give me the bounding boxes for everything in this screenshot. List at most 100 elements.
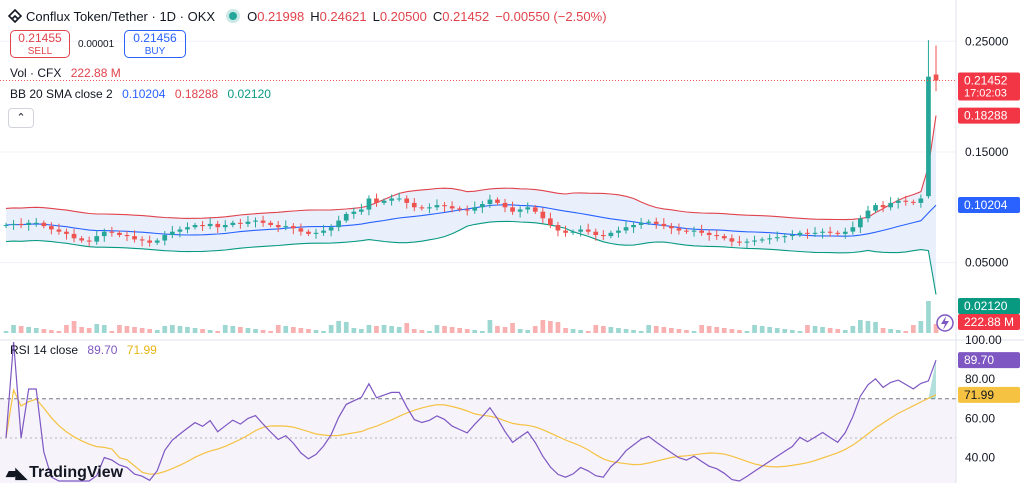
volume-bar [593,325,599,333]
volume-bar [873,322,878,333]
bb-lower-badge-bg [958,298,1020,314]
volume-bar [676,329,682,333]
candle-body [147,240,152,243]
volume-bar [729,329,735,333]
volume-bar [139,328,145,333]
open-value: 0.21998 [257,8,305,24]
volume-bar [222,325,228,333]
volume-bar [419,330,425,333]
volume-bar [132,327,137,333]
candle-body [200,225,205,227]
symbol-title[interactable]: Conflux Token/Tether · 1D · OKX [26,8,216,24]
volume-bar [933,324,939,333]
rsi-overbought-fill [928,360,936,399]
buy-price: 0.21456 [133,31,177,45]
candle-body [86,240,92,242]
candle-body [283,226,289,228]
volume-bar [926,301,931,333]
volume-bar [842,330,848,333]
volume-bar [911,325,916,333]
volume-bar [33,328,39,333]
volume-bar [351,328,357,333]
volume-bar [11,325,16,333]
candle-body [759,239,765,241]
volume-bar [313,330,319,333]
bb-lower-badge-text: 0.02120 [964,299,1008,313]
volume-bar [230,326,236,333]
candle-body [669,226,674,229]
volume-bar [200,329,205,333]
candle-body [56,229,62,232]
candle-body [646,221,651,223]
volume-legend[interactable]: Vol · CFX 222.88 M [10,66,121,80]
candle-body [49,226,54,230]
candle-body [26,222,31,225]
last-price-badge-text: 0.21452 [964,74,1008,88]
bb-basis-line [5,204,937,237]
volume-bar [162,326,168,333]
candle-body [570,231,576,233]
candle-body [139,239,145,241]
volume-bar [192,328,198,333]
volume-bar [895,330,901,333]
sell-price: 0.21455 [18,31,62,45]
candle-body [457,208,462,210]
candle-body [321,230,326,233]
sell-label: SELL [27,46,53,57]
candle-body [253,220,258,222]
volume-bar [154,330,160,333]
candle-body [170,231,175,235]
candle-body [101,231,107,237]
volume-badge-text: 222.88 M [964,315,1014,329]
volume-bar [661,327,667,333]
volume-bar [26,327,31,333]
candle-body [585,229,591,232]
candle-body [381,200,387,203]
volume-bar [737,330,742,333]
volume-badge-bg [958,314,1020,330]
volume-bar [601,326,606,333]
candle-body [442,205,447,207]
candle-body [464,209,470,211]
rsi-legend-label: RSI 14 close [10,343,79,357]
candle-body [676,228,682,231]
candle-body [64,231,69,234]
candle-body [480,204,485,208]
volume-bar [706,326,712,333]
candle-body [502,202,508,208]
candle-body [207,223,213,227]
candle-body [926,76,931,197]
volume-bar [18,326,24,333]
sell-button[interactable]: 0.21455 SELL [10,30,70,58]
volume-bar [298,328,304,333]
candle-body [782,236,788,238]
bb-legend[interactable]: BB 20 SMA close 2 0.10204 0.18288 0.0212… [10,87,271,101]
candle-body [873,205,878,211]
rsi-badge-bg [958,352,1020,369]
volume-bar [291,327,296,333]
volume-bar [389,326,394,333]
volume-bar [669,328,674,333]
candle-body [812,232,818,234]
volume-bar [56,331,62,333]
volume-bar [245,328,251,333]
volume-bar [510,323,515,333]
candle-body [396,198,402,200]
buy-button[interactable]: 0.21456 BUY [124,30,186,58]
bb-lower-line [5,220,937,295]
candle-body [328,227,334,231]
volume-bar [177,326,183,333]
tradingview-mark-icon: ▰◣ [6,465,27,482]
volume-bar [578,330,583,333]
collapse-legend-button[interactable]: ⌃ [8,108,34,128]
rsi-legend[interactable]: RSI 14 close 89.70 71.99 [10,343,157,357]
volume-bar [540,320,546,333]
bb-upper-badge-text: 0.18288 [964,109,1008,123]
open-label: O [247,8,258,24]
candle-body [661,223,667,227]
volume-bar [404,323,410,333]
tradingview-logo[interactable]: ▰◣ TradingView [6,464,123,482]
candle-body [684,230,689,232]
candle-body [117,232,122,235]
candle-body [487,199,493,204]
